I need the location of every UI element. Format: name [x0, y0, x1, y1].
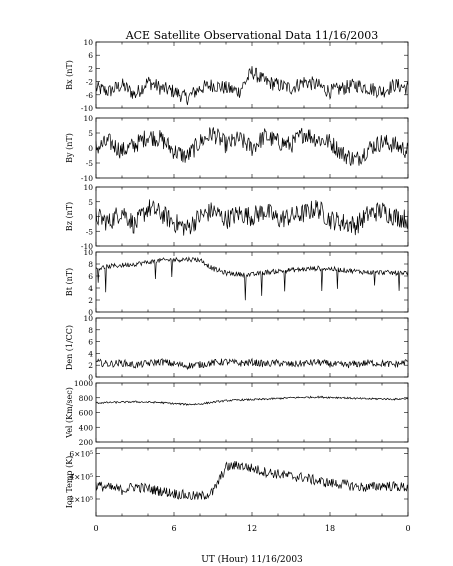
y-tick-label: 0 [88, 213, 93, 222]
y-axis-label: Vel (Km/sec) [65, 387, 74, 439]
y-tick-label: 10 [83, 38, 93, 47]
series-line [95, 127, 409, 166]
panel-frame [95, 382, 409, 443]
x-tick-label: 12 [247, 524, 257, 533]
y-axis-label: Bz (nT) [65, 202, 74, 231]
series-line [95, 460, 409, 500]
x-axis-label: UT (Hour) 11/16/2003 [201, 554, 303, 565]
y-tick-label: 5 [88, 129, 93, 138]
panel-frame [95, 117, 409, 179]
panel-frame [95, 317, 409, 378]
y-axis-label: By (nT) [65, 133, 74, 163]
y-tick-label: 6 [88, 272, 93, 281]
y-tick-label: 0 [88, 373, 93, 382]
series-line [95, 395, 409, 406]
y-tick-label: -10 [81, 104, 93, 113]
panel-1: -10 -6 -2 2 6 10 Bx (nT) [65, 38, 409, 113]
y-tick-label: 600 [79, 409, 94, 418]
chart-title: ACE Satellite Observational Data 11/16/2… [125, 29, 379, 42]
y-tick-label: 8 [88, 260, 93, 269]
y-tick-label: 2×10⁵ [69, 495, 93, 504]
y-tick-label: -2 [86, 78, 94, 87]
y-tick-label: 0 [88, 308, 93, 317]
y-tick-label: 4×10⁵ [69, 472, 93, 481]
panel-3: -10 -5 0 5 10 Bz (nT) [65, 183, 409, 251]
y-tick-label: 2 [88, 296, 93, 305]
y-tick-label: 6 [88, 51, 93, 60]
series-line [95, 199, 409, 236]
panel-frame [95, 447, 409, 517]
y-tick-label: 10 [83, 183, 93, 192]
series-line [95, 357, 409, 371]
y-tick-label: -10 [81, 174, 93, 183]
y-axis-label: Bt (nT) [65, 268, 74, 296]
y-tick-label: 2 [88, 361, 93, 370]
panel-frame [95, 41, 409, 109]
x-tick-label: 18 [325, 524, 335, 533]
panels: -10 -6 -2 2 6 10 Bx (nT) -10 -5 0 5 10 By (nT) -10 -5 0… [65, 38, 411, 533]
y-tick-label: -5 [86, 159, 94, 168]
x-tick-label: 0 [93, 524, 98, 533]
y-axis-label: Bx (nT) [65, 60, 74, 90]
y-tick-label: 0 [88, 144, 93, 153]
y-tick-label: 200 [79, 438, 94, 447]
series-line [95, 256, 409, 301]
x-tick-label: 0 [405, 524, 410, 533]
y-tick-label: 1000 [74, 379, 93, 388]
y-axis-label: Den (1/CC) [65, 325, 74, 370]
y-tick-label: 400 [79, 423, 94, 432]
y-tick-label: 6×10⁵ [69, 450, 93, 459]
y-tick-label: 800 [79, 394, 94, 403]
y-tick-label: 2 [88, 64, 93, 73]
y-tick-label: 10 [83, 114, 93, 123]
y-tick-label: -5 [86, 227, 94, 236]
y-tick-label: 6 [88, 338, 93, 347]
y-tick-label: 10 [83, 248, 93, 257]
panel-5: 0 2 4 6 8 10 Den (1/CC) [65, 314, 409, 382]
y-tick-label: 5 [88, 198, 93, 207]
y-tick-label: 8 [88, 326, 93, 335]
panel-2: -10 -5 0 5 10 By (nT) [65, 114, 409, 183]
panel-frame [95, 251, 409, 313]
panel-4: 0 2 4 6 8 10 Bt (nT) [65, 248, 409, 317]
series-line [95, 66, 409, 106]
y-tick-label: -10 [81, 242, 93, 251]
y-tick-label: -6 [86, 91, 94, 100]
y-axis-label: Ion Temp (K) [65, 456, 74, 509]
x-tick-label: 6 [171, 524, 176, 533]
panel-frame [95, 186, 409, 247]
y-tick-label: 10 [83, 314, 93, 323]
y-tick-label: 4 [88, 349, 93, 358]
y-tick-label: 4 [88, 284, 93, 293]
